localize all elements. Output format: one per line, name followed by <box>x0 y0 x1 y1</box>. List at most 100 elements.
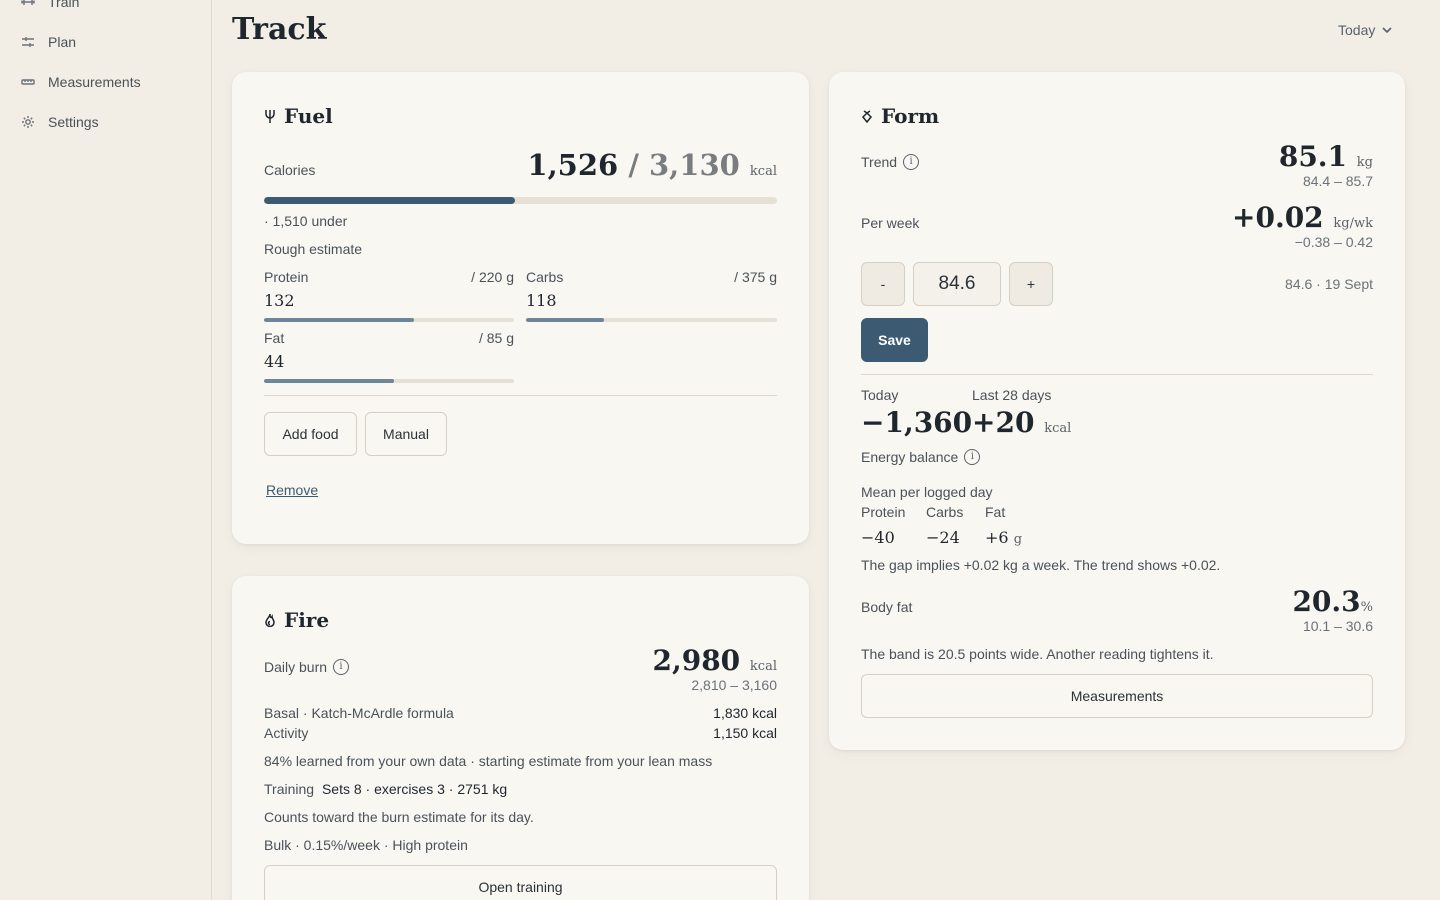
fuel-card: Fuel Calories 1,526 / 3,130 kcal · 1,510… <box>232 72 809 544</box>
carbs-label: Carbs <box>526 269 564 285</box>
form-title: Form <box>861 104 939 128</box>
trend-value: 85.1 <box>1278 140 1348 173</box>
training-value: Sets 8 · exercises 3 · 2751 kg <box>321 781 508 797</box>
mean-fat-value: +6 <box>985 528 1009 547</box>
calories-target: / 3,130 <box>628 148 740 182</box>
last28-value: +20 <box>972 406 1035 439</box>
today-value: −1,360 <box>861 406 973 439</box>
today-label: Today <box>861 387 899 403</box>
body-fat-range: 10.1 – 30.6 <box>1302 618 1373 634</box>
sidebar-item-plan[interactable]: Plan <box>20 34 76 50</box>
per-week-unit: kg/wk <box>1333 216 1373 231</box>
activity-label: Activity <box>264 725 309 741</box>
fuel-divider <box>264 395 777 396</box>
counts-text: Counts toward the burn estimate for its … <box>264 809 534 825</box>
carbs-value: 118 <box>526 291 557 310</box>
protein-label: Protein <box>264 269 309 285</box>
diamond-icon <box>861 110 873 123</box>
weight-input[interactable]: 84.6 <box>913 262 1001 306</box>
fat-target: / 85 g <box>478 330 514 346</box>
mean-fat-label: Fat <box>985 504 1006 520</box>
fat-value: 44 <box>264 352 285 371</box>
calories-unit: kcal <box>749 164 777 179</box>
mean-carbs-label: Carbs <box>926 504 964 520</box>
flame-icon <box>265 613 275 627</box>
daily-burn-value: 2,980 <box>652 644 741 677</box>
trend-label: Trend <box>861 154 898 170</box>
trend-unit: kg <box>1356 155 1373 170</box>
per-week-label: Per week <box>861 215 920 231</box>
training-row: Training Sets 8 · exercises 3 · 2751 kg <box>264 781 507 797</box>
date-select[interactable]: Today <box>1338 22 1393 38</box>
last-entry-text: 84.6 · 19 Sept <box>1285 276 1373 292</box>
page-title: Track <box>232 12 327 47</box>
daily-burn-label-row: Daily burn i <box>264 659 350 675</box>
sidebar-item-settings[interactable]: Settings <box>20 114 99 130</box>
fat-bar <box>264 379 514 383</box>
protein-target: / 220 g <box>471 269 514 285</box>
calories-under-text: · 1,510 under <box>264 213 348 229</box>
mean-label: Mean per logged day <box>861 484 993 500</box>
mean-carbs-value: −24 <box>926 528 960 547</box>
protein-bar-fill <box>264 318 414 322</box>
protein-value: 132 <box>264 291 295 310</box>
carbs-bar <box>526 318 777 322</box>
trend-readout: 85.1 kg <box>1279 140 1373 173</box>
fire-title: Fire <box>264 608 329 632</box>
basal-value: 1,830 kcal <box>713 705 777 721</box>
decrement-button[interactable]: - <box>861 262 905 306</box>
gap-text: The gap implies +0.02 kg a week. The tre… <box>861 557 1221 573</box>
mean-protein-value: −40 <box>861 528 895 547</box>
manual-button[interactable]: Manual <box>365 412 447 456</box>
sidebar: Train Plan Measurements Settings <box>0 0 212 900</box>
date-select-label: Today <box>1338 22 1376 38</box>
daily-burn-range: 2,810 – 3,160 <box>691 677 777 693</box>
calories-progress-bar <box>264 197 777 204</box>
sidebar-item-label: Settings <box>48 114 99 130</box>
calories-readout: 1,526 / 3,130 kcal <box>527 148 777 182</box>
last28-label: Last 28 days <box>972 387 1052 403</box>
increment-button[interactable]: + <box>1009 262 1053 306</box>
sidebar-item-label: Plan <box>48 34 77 50</box>
form-title-text: Form <box>881 104 940 128</box>
learned-text: 84% learned from your own data · startin… <box>264 753 713 769</box>
fire-title-text: Fire <box>284 608 330 632</box>
ruler-icon <box>20 74 36 90</box>
add-food-button[interactable]: Add food <box>264 412 357 456</box>
per-week-value: +0.02 <box>1232 201 1324 234</box>
per-week-readout: +0.02 kg/wk <box>1232 201 1373 234</box>
daily-burn-unit: kcal <box>749 659 777 674</box>
activity-value: 1,150 kcal <box>713 725 777 741</box>
info-icon[interactable]: i <box>964 449 981 465</box>
fat-bar-fill <box>264 379 394 383</box>
training-label: Training <box>264 781 315 797</box>
calories-label: Calories <box>264 162 316 178</box>
body-fat-label: Body fat <box>861 599 913 615</box>
gear-icon <box>20 114 36 130</box>
calories-progress-fill <box>264 197 516 204</box>
fork-icon <box>265 110 275 123</box>
sidebar-item-train[interactable]: Train <box>20 0 79 10</box>
sidebar-item-label: Measurements <box>48 74 141 90</box>
measurements-button[interactable]: Measurements <box>861 674 1373 718</box>
open-training-button[interactable]: Open training <box>264 865 777 900</box>
body-fat-readout: 20.3% <box>1292 585 1373 618</box>
body-fat-value: 20.3 <box>1292 585 1361 618</box>
save-button[interactable]: Save <box>861 318 928 362</box>
fat-label: Fat <box>264 330 285 346</box>
sidebar-item-measurements[interactable]: Measurements <box>20 74 141 90</box>
protein-bar <box>264 318 514 322</box>
daily-burn-label: Daily burn <box>264 659 328 675</box>
calories-value: 1,526 <box>527 148 619 182</box>
info-icon[interactable]: i <box>903 154 920 170</box>
info-icon[interactable]: i <box>333 659 350 675</box>
chevron-down-icon <box>1382 27 1392 34</box>
sidebar-item-label: Train <box>48 0 80 10</box>
carbs-target: / 375 g <box>734 269 777 285</box>
estimate-text: Rough estimate <box>264 241 363 257</box>
carbs-bar-fill <box>526 318 604 322</box>
fire-card: Fire Daily burn i 2,980 kcal 2,810 – 3,1… <box>232 576 809 900</box>
remove-link[interactable]: Remove <box>266 482 319 498</box>
energy-balance-label: Energy balance <box>861 449 959 465</box>
band-text: The band is 20.5 points wide. Another re… <box>861 646 1214 662</box>
